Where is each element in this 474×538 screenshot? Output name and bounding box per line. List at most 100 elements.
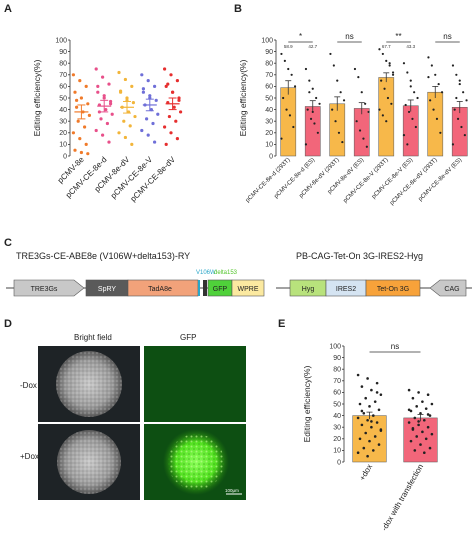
a-point-3-2 (153, 84, 157, 88)
e-ylabel: Editing efficiency(%) (302, 365, 312, 442)
e-point-1-1 (417, 391, 420, 394)
panel-letter-e: E (278, 318, 285, 330)
a-point-1-13 (107, 140, 111, 144)
box-label-gfp: GFP (213, 286, 228, 293)
b-point-1-8 (316, 131, 319, 134)
a-point-3-10 (151, 121, 155, 126)
box-cag (429, 279, 467, 297)
e-point-1-21 (409, 439, 413, 443)
a-point-0-3 (73, 90, 77, 94)
b-point-6-3 (437, 82, 440, 86)
a-point-4-12 (169, 131, 173, 135)
b-point-0-8 (292, 125, 295, 129)
a-point-3-0 (140, 73, 144, 77)
b-point-2-1 (332, 64, 335, 67)
a-point-0-12 (78, 137, 82, 141)
a-point-4-0 (163, 67, 167, 71)
a-point-1-0 (94, 67, 98, 71)
a-point-0-17 (75, 98, 79, 102)
e-ytick-label-9: 90 (333, 355, 341, 362)
e-point-0-27 (366, 454, 369, 458)
b-point-4-2 (385, 59, 388, 62)
panel-letter-c: C (4, 237, 12, 249)
e-point-0-5 (379, 393, 383, 397)
e-point-0-15 (375, 421, 379, 424)
a-point-1-4 (102, 96, 106, 100)
construct2-title: PB-CAG-Tet-On 3G-IRES2-Hyg (296, 251, 423, 261)
b-point-1-5 (306, 108, 309, 111)
b-point-4-8 (390, 102, 393, 105)
b-point-0-3 (290, 73, 293, 76)
a-ytick-label-10: 100 (55, 37, 67, 44)
b-sig-label-3: ns (443, 32, 451, 41)
a-ytick-label-5: 50 (59, 95, 67, 102)
a-point-2-4 (125, 96, 129, 100)
b-point-7-7 (460, 125, 463, 129)
e-ytick-label-2: 20 (333, 436, 341, 443)
a-point-0-16 (86, 152, 90, 156)
e-ytick-label-5: 50 (333, 401, 341, 408)
a-point-1-8 (110, 112, 114, 116)
b-point-7-1 (455, 73, 458, 76)
b-value-label-4: 67.7 (382, 44, 391, 49)
b-point-5-9 (402, 134, 406, 137)
b-value-label-1: 42.7 (308, 44, 317, 49)
b-point-0-4 (293, 85, 297, 88)
b-ytick-label-3: 30 (265, 119, 273, 126)
a-point-4-3 (164, 84, 168, 88)
a-point-1-10 (105, 121, 109, 126)
e-ytick-label-4: 40 (333, 413, 341, 420)
b-point-6-0 (427, 56, 430, 59)
panel-letter-d: D (4, 318, 12, 330)
a-point-0-2 (84, 84, 88, 88)
b-point-1-3 (315, 96, 318, 100)
b-point-4-9 (378, 108, 381, 111)
a-point-1-3 (96, 90, 100, 94)
b-point-6-7 (435, 117, 439, 120)
a-point-0-14 (73, 148, 77, 152)
construct1-elements: TRE3Gs SpRY TadA8e GFP WPRE (13, 279, 265, 297)
b-point-5-5 (404, 103, 407, 107)
a-point-2-8 (133, 114, 137, 119)
b-point-2-4 (342, 99, 346, 102)
b-point-5-2 (409, 79, 412, 82)
b-point-4-3 (388, 64, 391, 67)
b-point-0-5 (282, 96, 285, 100)
b-point-5-4 (416, 96, 419, 100)
e-ytick-label-8: 80 (333, 367, 341, 374)
b-bar-7 (451, 107, 468, 157)
b-point-7-0 (451, 64, 455, 67)
b-point-2-6 (334, 120, 337, 123)
a-point-4-8 (179, 110, 183, 114)
b-category-label-0: pCMV-CE-8e-d (293T) (245, 157, 292, 204)
col-label-bright-field: Bright field (74, 333, 112, 342)
b-point-2-2 (336, 79, 339, 82)
e-point-0-4 (370, 388, 373, 392)
construct2-elements: Hyg IRES2 Tet-On 3G CAG (289, 279, 467, 297)
e-point-1-28 (426, 413, 430, 416)
a-point-4-7 (172, 105, 176, 109)
b-point-0-0 (280, 52, 283, 56)
a-point-2-12 (123, 135, 127, 140)
b-point-0-7 (288, 114, 292, 117)
a-point-0-11 (71, 131, 75, 135)
a-point-3-13 (153, 140, 157, 144)
e-point-0-7 (373, 400, 377, 403)
b-point-6-9 (427, 76, 430, 79)
a-point-3-5 (154, 98, 158, 102)
box-label-spry: SpRY (98, 286, 116, 293)
e-point-1-10 (428, 414, 432, 417)
a-point-1-15 (102, 94, 106, 98)
e-point-0-19 (364, 431, 368, 435)
b-ytick-label-0: 0 (269, 153, 273, 160)
panel-d-micrographs: Bright field GFP -Dox +Dox 100μm (20, 333, 246, 500)
b-point-1-7 (313, 122, 316, 125)
b-point-3-0 (353, 67, 357, 71)
a-point-4-1 (169, 73, 173, 77)
e-point-1-5 (430, 402, 434, 406)
b-ytick-label-6: 60 (265, 84, 273, 91)
b-point-6-6 (432, 108, 435, 111)
box-label-cag: CAG (444, 286, 459, 293)
a-point-4-5 (177, 96, 181, 100)
